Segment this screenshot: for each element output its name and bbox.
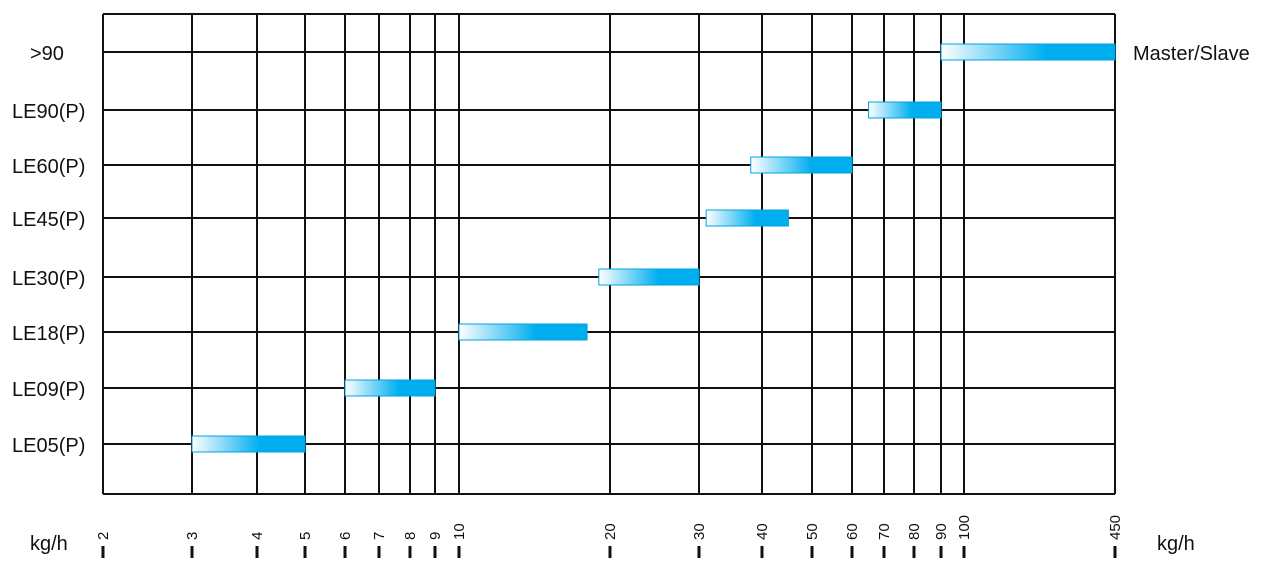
range-bar [868, 101, 942, 119]
category-label: LE05(P) [12, 435, 85, 457]
range-annotation: Master/Slave [1133, 43, 1250, 65]
range-bar [191, 435, 306, 453]
x-tick-mark [377, 546, 381, 558]
x-tick-mark [190, 546, 194, 558]
x-axis-ticks: 2 3 4 5 6 7 8 9 10 20 30 40 50 60 70 80 90 100 450 [95, 515, 1124, 558]
category-label: LE18(P) [12, 323, 85, 345]
x-tick-label: 4 [249, 532, 266, 540]
x-tick-mark [912, 546, 916, 558]
x-tick-label: 70 [876, 523, 893, 540]
range-bar [705, 209, 789, 227]
x-tick-mark [760, 546, 764, 558]
range-bars [191, 43, 1116, 453]
x-tick-mark [433, 546, 437, 558]
x-tick-mark [408, 546, 412, 558]
x-tick-label: 5 [297, 532, 314, 540]
grid-lines [102, 13, 1116, 495]
x-tick-label: 10 [451, 523, 468, 540]
x-tick-label: 450 [1107, 515, 1124, 540]
x-tick-mark [303, 546, 307, 558]
x-tick-mark [457, 546, 461, 558]
x-tick-mark [1113, 546, 1117, 558]
x-tick-mark [810, 546, 814, 558]
category-label: LE45(P) [12, 209, 85, 231]
x-tick-label: 40 [754, 523, 771, 540]
x-tick-mark [882, 546, 886, 558]
range-bar [458, 323, 588, 341]
x-tick-label: 90 [933, 523, 950, 540]
x-tick-mark [343, 546, 347, 558]
x-tick-label: 8 [402, 532, 419, 540]
x-tick-label: 50 [804, 523, 821, 540]
x-tick-mark [255, 546, 259, 558]
category-label: LE90(P) [12, 101, 85, 123]
x-unit-label-right: kg/h [1157, 533, 1195, 555]
x-tick-label: 60 [844, 523, 861, 540]
x-tick-mark [850, 546, 854, 558]
category-label: LE30(P) [12, 268, 85, 290]
category-label: LE09(P) [12, 379, 85, 401]
category-label: >90 [30, 43, 64, 65]
x-tick-label: 7 [371, 532, 388, 540]
range-bar [598, 268, 700, 286]
x-tick-mark [962, 546, 966, 558]
x-tick-mark [101, 546, 105, 558]
x-tick-label: 30 [691, 523, 708, 540]
category-labels: >90 LE90(P) LE60(P) LE45(P) LE30(P) LE18(P) LE… [12, 43, 1250, 457]
range-bar [750, 156, 853, 174]
x-tick-mark [608, 546, 612, 558]
x-tick-mark [697, 546, 701, 558]
category-label: LE60(P) [12, 156, 85, 178]
x-tick-label: 6 [337, 532, 354, 540]
x-tick-label: 3 [184, 532, 201, 540]
range-bar [940, 43, 1116, 61]
x-tick-label: 100 [956, 515, 973, 540]
range-bar [344, 379, 436, 397]
x-tick-label: 20 [602, 523, 619, 540]
x-tick-label: 2 [95, 532, 112, 540]
x-unit-label-left: kg/h [30, 533, 68, 555]
x-tick-label: 80 [906, 523, 923, 540]
x-tick-label: 9 [427, 532, 444, 540]
x-tick-mark [939, 546, 943, 558]
